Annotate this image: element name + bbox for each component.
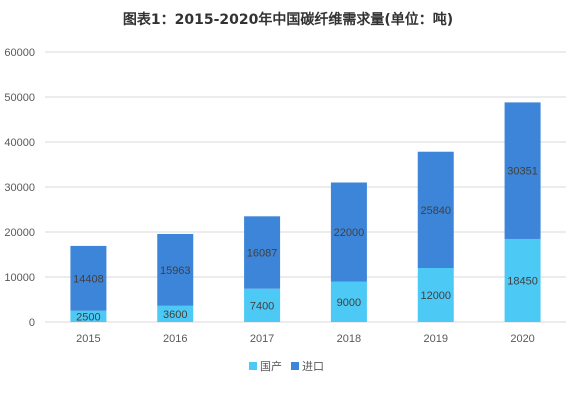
bar-domestic [244, 288, 281, 322]
bar-domestic [417, 268, 454, 322]
bar-import [330, 182, 367, 282]
bar-domestic [504, 238, 541, 322]
x-tick-label: 2020 [510, 333, 534, 345]
data-label: 9000 [337, 297, 361, 309]
bar-import [70, 245, 107, 311]
legend-label: 国产 [260, 359, 282, 373]
data-label: 30351 [507, 166, 538, 178]
data-label: 7400 [250, 300, 274, 312]
bars: 2500 14408 3600 15963 7400 16087 9000 22000 1200… [70, 102, 541, 323]
x-axis-ticks: 2015 2016 2017 2018 2019 2020 [76, 333, 535, 345]
legend-swatch [249, 362, 257, 370]
data-label: 16087 [247, 248, 278, 260]
x-tick-label: 2018 [337, 333, 361, 345]
chart-title: 图表1：2015-2020年中国碳纤维需求量(单位：吨) [123, 11, 453, 28]
data-label: 14408 [73, 273, 104, 285]
y-tick-label: 60000 [4, 47, 35, 59]
y-tick-label: 30000 [4, 182, 35, 194]
data-label: 15963 [160, 265, 191, 277]
legend-label: 进口 [302, 360, 324, 373]
data-label: 12000 [420, 290, 451, 302]
x-tick-label: 2016 [163, 333, 187, 345]
x-tick-label: 2019 [424, 333, 448, 345]
data-label: 2500 [76, 311, 100, 323]
bar-domestic [330, 281, 367, 322]
y-tick-label: 40000 [4, 137, 35, 149]
y-tick-label: 50000 [4, 92, 35, 104]
bar-import [244, 216, 281, 289]
bar-import [504, 102, 541, 239]
gridlines [45, 51, 566, 323]
data-label: 3600 [163, 309, 187, 321]
legend-swatch [291, 362, 299, 370]
bar-domestic [157, 305, 194, 322]
data-label: 22000 [334, 227, 365, 239]
data-label: 18450 [507, 275, 538, 287]
bar-import [417, 151, 454, 268]
y-axis-ticks: 0 10000 20000 30000 40000 50000 60000 [4, 47, 35, 329]
data-label: 25840 [420, 205, 451, 217]
x-tick-label: 2017 [250, 333, 274, 345]
x-tick-label: 2015 [76, 333, 100, 345]
y-tick-label: 20000 [4, 227, 35, 239]
y-tick-label: 0 [29, 317, 35, 329]
y-tick-label: 10000 [4, 272, 35, 284]
legend: 国产 进口 [249, 359, 324, 373]
bar-import [157, 233, 194, 306]
bar-domestic [70, 310, 107, 322]
